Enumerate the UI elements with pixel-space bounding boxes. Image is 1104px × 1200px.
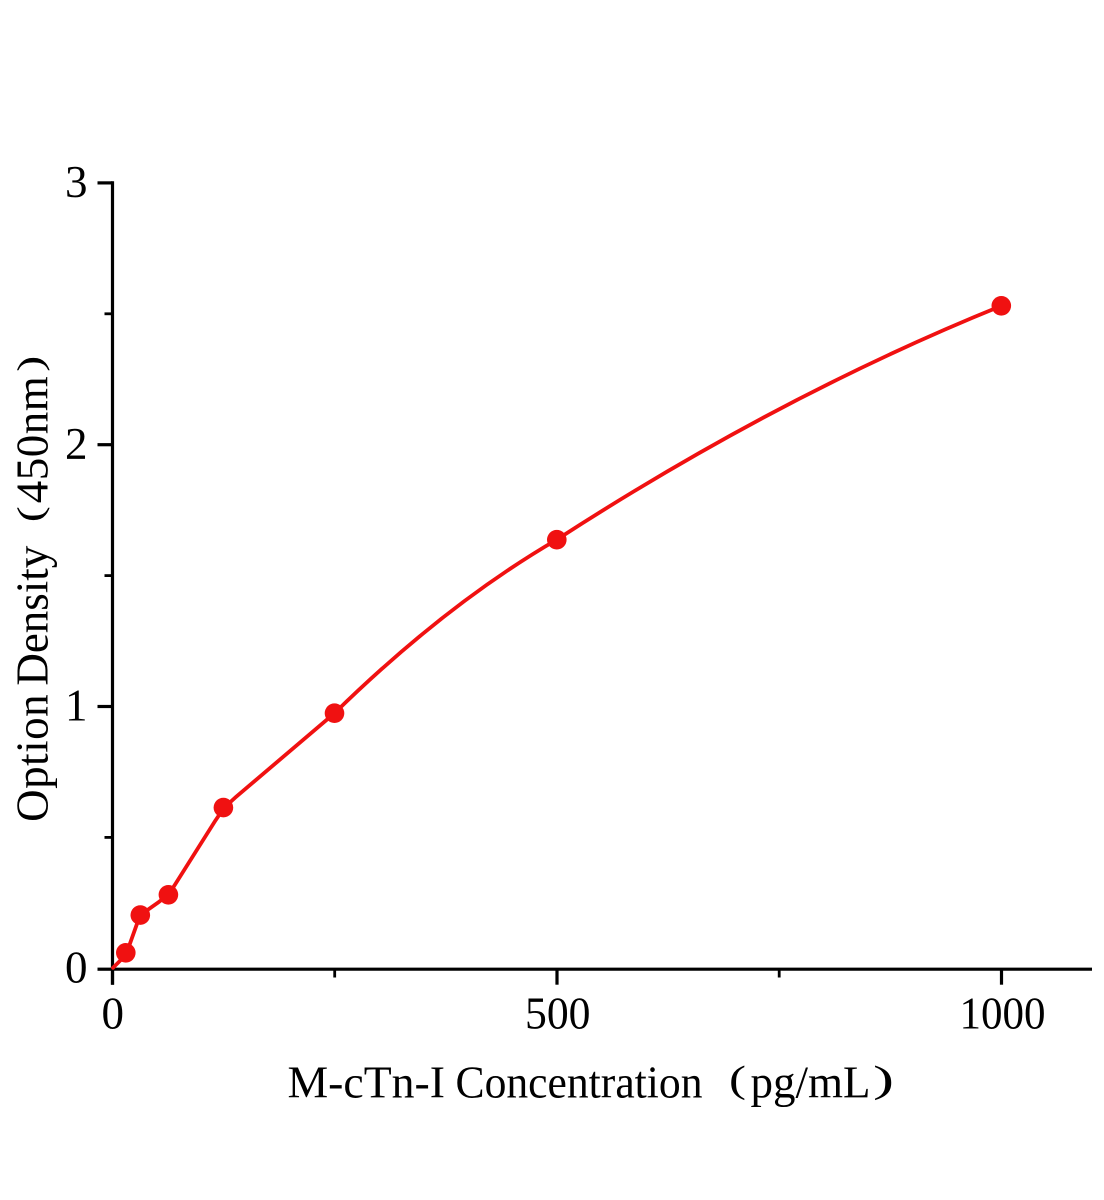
svg-text:0: 0 [65,943,88,993]
svg-text:1: 1 [65,681,88,731]
svg-text:2: 2 [65,419,88,469]
svg-text:OptionDensity(450nm): OptionDensity(450nm) [7,356,57,822]
svg-text:3: 3 [65,157,88,207]
svg-text:1000: 1000 [960,989,1046,1039]
svg-text:500: 500 [525,989,591,1039]
svg-text:0: 0 [101,989,124,1039]
